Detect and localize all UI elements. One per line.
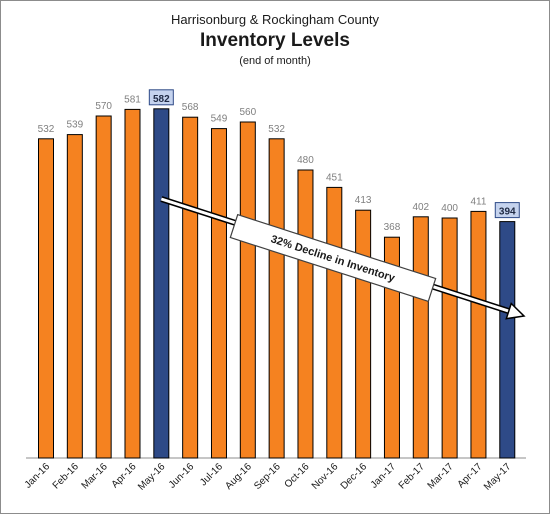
value-label-nov-16: 451 [326, 172, 343, 183]
bar-feb-16 [66, 134, 83, 459]
category-label-oct-16: Oct-16 [283, 461, 312, 490]
value-label-feb-17: 402 [412, 202, 429, 213]
value-label-box [148, 89, 174, 106]
category-label-may-16: May-16 [136, 461, 168, 493]
category-label-feb-17: Feb-17 [397, 461, 427, 491]
category-label-jul-16: Jul-16 [198, 461, 225, 488]
category-label-jun-16: Jun-16 [167, 461, 197, 491]
category-label-sep-16: Sep-16 [252, 461, 283, 492]
bar-jun-16 [182, 116, 199, 459]
value-label-jul-16: 549 [211, 114, 228, 125]
category-label-apr-16: Apr-16 [110, 461, 139, 490]
bar-jan-17 [383, 236, 400, 459]
category-label-aug-16: Aug-16 [223, 461, 254, 492]
value-label-dec-16: 413 [355, 195, 372, 206]
value-label-mar-17: 400 [441, 203, 458, 214]
value-label-mar-16: 570 [95, 101, 112, 112]
bar-feb-17 [412, 216, 429, 459]
category-label-dec-16: Dec-16 [339, 461, 370, 492]
bar-mar-16 [95, 115, 112, 459]
bar-apr-16 [124, 108, 141, 459]
bar-jul-16 [210, 128, 227, 459]
value-label-oct-16: 480 [297, 155, 314, 166]
category-label-jan-16: Jan-16 [23, 461, 53, 491]
bar-may-17 [499, 221, 516, 459]
chart-supertitle: Harrisonburg & Rockingham County [170, 12, 380, 27]
value-label-apr-16: 581 [124, 94, 141, 105]
decline-arrow-head [505, 302, 526, 320]
value-label-box [494, 202, 520, 219]
bar-jan-16 [38, 138, 54, 459]
bar-oct-16 [297, 169, 314, 459]
category-label-mar-17: Mar-17 [426, 461, 456, 491]
value-label-may-16: 582 [153, 94, 170, 105]
category-label-may-17: May-17 [482, 461, 514, 493]
bar-nov-16 [326, 186, 343, 459]
chart-title: Inventory Levels [200, 30, 350, 51]
annotation-box [229, 213, 437, 303]
category-label-nov-16: Nov-16 [310, 461, 341, 492]
bar-aug-16 [239, 121, 256, 459]
bar-apr-17 [470, 210, 487, 459]
category-label-mar-16: Mar-16 [80, 461, 110, 491]
value-label-jan-17: 368 [384, 222, 401, 233]
bar-dec-16 [355, 209, 372, 459]
value-label-jan-16: 532 [38, 124, 55, 135]
value-label-sep-16: 532 [268, 124, 285, 135]
category-label-apr-17: Apr-17 [456, 461, 485, 490]
bar-sep-16 [268, 138, 285, 459]
value-label-apr-17: 411 [470, 196, 486, 207]
value-label-feb-16: 539 [66, 120, 83, 131]
chart-subtitle: (end of month) [239, 55, 311, 67]
category-label-jan-17: Jan-17 [369, 461, 399, 491]
value-label-jun-16: 568 [182, 102, 199, 113]
bar-mar-17 [441, 217, 458, 459]
value-label-may-17: 394 [499, 207, 516, 218]
category-label-feb-16: Feb-16 [51, 461, 81, 491]
bar-may-16 [153, 108, 170, 459]
value-label-aug-16: 560 [239, 107, 256, 118]
